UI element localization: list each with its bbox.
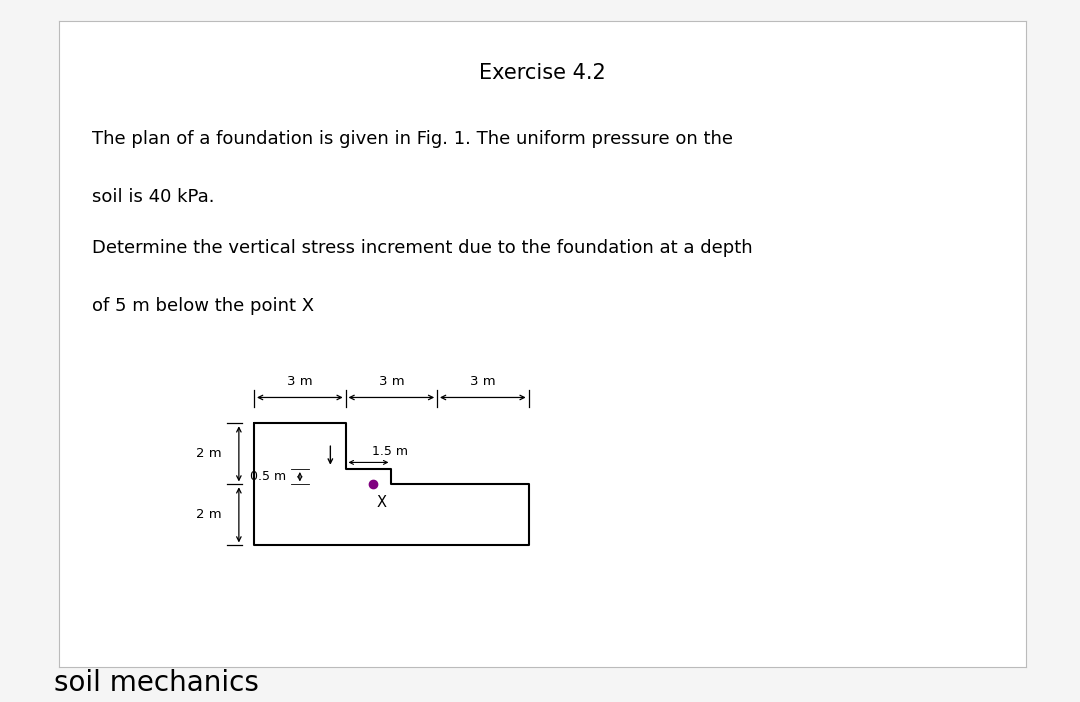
Text: The plan of a foundation is given in Fig. 1. The uniform pressure on the: The plan of a foundation is given in Fig… (92, 130, 733, 147)
Text: 2 m: 2 m (195, 508, 221, 522)
Text: of 5 m below the point X: of 5 m below the point X (92, 297, 314, 315)
Text: 2 m: 2 m (195, 447, 221, 461)
Text: 3 m: 3 m (378, 376, 404, 388)
Text: Determine the vertical stress increment due to the foundation at a depth: Determine the vertical stress increment … (92, 239, 753, 256)
Text: 1.5 m: 1.5 m (372, 444, 407, 458)
Text: Exercise 4.2: Exercise 4.2 (480, 63, 606, 83)
Text: soil mechanics: soil mechanics (54, 669, 259, 696)
Text: 3 m: 3 m (470, 376, 496, 388)
Text: 3 m: 3 m (287, 376, 313, 388)
Text: X: X (376, 495, 386, 510)
Text: soil is 40 kPa.: soil is 40 kPa. (92, 188, 214, 206)
Text: 0.5 m: 0.5 m (249, 470, 286, 483)
